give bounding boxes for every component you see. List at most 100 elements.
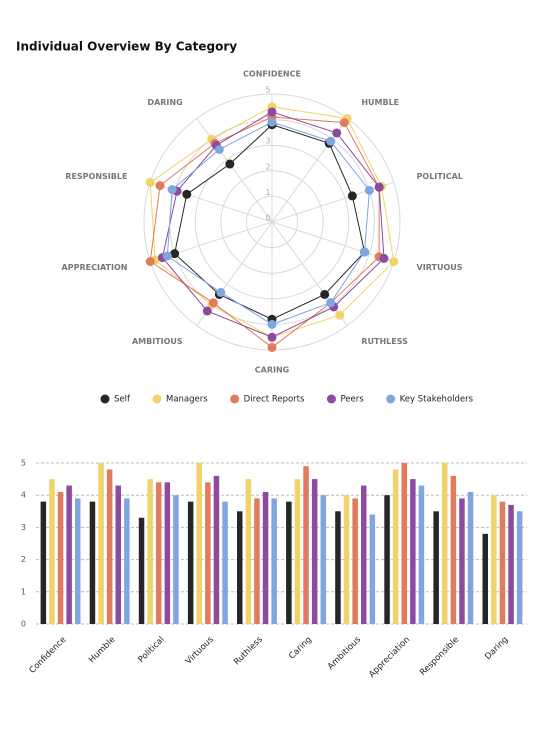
- legend-label: Managers: [166, 395, 208, 405]
- bar: [499, 501, 506, 624]
- axis-label: POLITICAL: [417, 172, 463, 181]
- x-tick-label: Ambitious: [326, 634, 364, 672]
- x-tick-label: Confidence: [28, 635, 69, 676]
- data-point: [339, 118, 349, 128]
- bar: [237, 511, 243, 624]
- data-point: [326, 298, 336, 308]
- data-point: [162, 251, 172, 261]
- r-tick-label: 2: [265, 162, 270, 171]
- data-point: [145, 257, 155, 267]
- data-point: [267, 342, 277, 352]
- bar: [459, 498, 465, 624]
- data-point: [170, 249, 180, 259]
- axis-label: HUMBLE: [361, 98, 399, 107]
- x-tick-label: Responsible: [418, 635, 461, 678]
- legend-swatch: [326, 394, 336, 404]
- bar: [516, 511, 523, 624]
- bar: [467, 491, 474, 624]
- bar: [352, 498, 358, 624]
- data-point: [225, 159, 235, 169]
- axis-label: RESPONSIBLE: [65, 172, 127, 181]
- bar: [124, 498, 130, 624]
- bar: [254, 498, 260, 624]
- data-point: [202, 306, 212, 316]
- bar: [106, 469, 113, 624]
- axis-label: DARING: [147, 98, 182, 107]
- bar: [450, 475, 457, 624]
- bar: [75, 498, 81, 624]
- bar: [89, 501, 96, 624]
- legend-swatch: [386, 394, 396, 404]
- axis-label: VIRTUOUS: [417, 263, 463, 272]
- bar: [66, 485, 72, 624]
- bar: [115, 485, 121, 624]
- data-point: [208, 298, 218, 308]
- bar: [311, 479, 318, 624]
- data-point: [326, 136, 336, 146]
- bar: [433, 511, 439, 624]
- bar: [442, 463, 448, 624]
- axis-label: APPRECIATION: [62, 263, 128, 272]
- bar: [196, 463, 202, 624]
- data-point: [379, 253, 389, 263]
- x-tick-label: Ruthless: [232, 634, 265, 667]
- bar: [98, 463, 104, 624]
- x-tick-label: Humble: [87, 635, 117, 665]
- data-point: [360, 247, 370, 257]
- bar: [384, 495, 390, 624]
- data-point: [216, 287, 226, 297]
- y-tick-label: 2: [21, 555, 26, 564]
- bar: [335, 511, 341, 624]
- bar: [262, 491, 269, 624]
- data-point: [335, 310, 345, 320]
- r-tick-label: 3: [265, 137, 270, 146]
- data-point: [347, 191, 357, 201]
- bar: [245, 479, 252, 624]
- bar: [271, 498, 277, 624]
- data-point: [267, 107, 277, 117]
- bar: [147, 479, 153, 624]
- bar: [401, 463, 407, 624]
- x-tick-label: Appreciation: [367, 635, 412, 680]
- bar: [320, 495, 326, 624]
- legend-swatch: [100, 394, 110, 404]
- bar: [482, 533, 488, 624]
- bar: [361, 485, 367, 624]
- data-point: [182, 189, 192, 199]
- bar: [40, 501, 47, 624]
- y-tick-label: 4: [21, 491, 26, 500]
- x-tick-label: Virtuous: [184, 634, 216, 666]
- data-point: [389, 257, 399, 267]
- r-tick-label: 0: [265, 214, 270, 223]
- axis-label: AMBITIOUS: [132, 337, 183, 346]
- data-point: [364, 185, 374, 195]
- axis-label: RUTHLESS: [361, 337, 408, 346]
- bar: [173, 495, 179, 624]
- bar: [343, 495, 350, 624]
- legend-swatch: [230, 394, 240, 404]
- data-point: [267, 117, 277, 127]
- data-point: [267, 319, 277, 329]
- bar: [410, 479, 416, 624]
- bar: [491, 495, 497, 624]
- bar: [294, 479, 301, 624]
- bar: [164, 482, 171, 624]
- y-tick-label: 5: [21, 459, 26, 468]
- bar: [369, 514, 376, 624]
- axis-label: CARING: [255, 366, 289, 375]
- bar: [156, 482, 162, 624]
- bar: [213, 475, 220, 624]
- axis-label: CONFIDENCE: [243, 70, 301, 79]
- chart-title: Individual Overview By Category: [16, 40, 237, 54]
- bar: [508, 504, 514, 624]
- data-point: [145, 177, 155, 187]
- r-tick-label: 5: [265, 86, 270, 95]
- x-tick-label: Caring: [287, 635, 314, 662]
- y-tick-label: 1: [21, 587, 26, 596]
- bar: [286, 501, 292, 624]
- bar: [205, 482, 211, 624]
- y-tick-label: 3: [21, 523, 26, 532]
- x-tick-label: Political: [136, 635, 166, 665]
- bar: [187, 501, 194, 624]
